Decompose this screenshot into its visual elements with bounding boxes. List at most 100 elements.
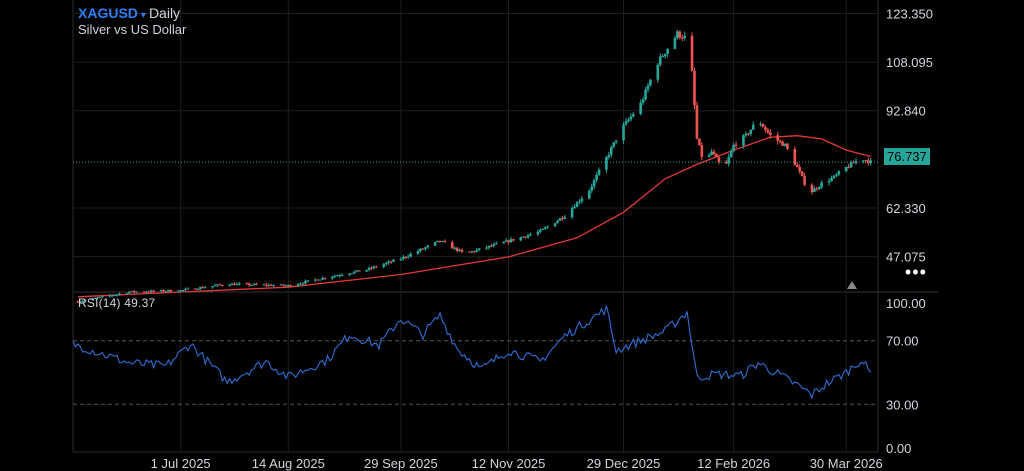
candle-body xyxy=(854,161,858,163)
candle-body xyxy=(238,283,241,285)
candle-body xyxy=(289,285,293,287)
candle-body xyxy=(159,290,163,292)
candle-body xyxy=(504,240,508,242)
candle-body xyxy=(130,291,134,293)
scroll-marker-icon xyxy=(847,281,857,289)
candle-body xyxy=(629,116,633,120)
candle-body xyxy=(392,259,395,262)
candle-body xyxy=(301,283,305,285)
time-tick-label: 14 Aug 2025 xyxy=(252,456,325,471)
candle-body xyxy=(365,269,368,272)
candle-body xyxy=(98,296,102,298)
symbol-name[interactable]: XAGUSD xyxy=(78,5,138,21)
candle-body xyxy=(778,140,782,142)
candle-body xyxy=(203,287,207,289)
candle-body xyxy=(247,283,251,286)
candle-body xyxy=(264,284,268,286)
candle-body xyxy=(402,256,405,259)
candle-body xyxy=(641,99,645,103)
candle-body xyxy=(835,174,838,176)
candle-body xyxy=(404,256,408,258)
candle-body xyxy=(578,201,581,203)
candle-body xyxy=(546,226,549,228)
candle-body xyxy=(110,295,114,297)
candle-body xyxy=(614,140,618,143)
candle-body xyxy=(766,130,770,133)
candle-body xyxy=(355,270,359,272)
candle-body xyxy=(450,242,454,249)
candle-body xyxy=(230,283,234,286)
candle-body xyxy=(847,166,850,168)
candle-body xyxy=(367,267,371,270)
price-tick-label: 123.350 xyxy=(886,6,933,21)
candle-body xyxy=(323,277,327,279)
more-options-icon[interactable]: ••• xyxy=(905,262,927,282)
candle-body xyxy=(353,271,356,274)
candle-body xyxy=(81,300,85,302)
candle-body xyxy=(744,133,748,136)
candle-body xyxy=(441,241,444,243)
candle-body xyxy=(487,245,491,248)
price-tick-label: 108.095 xyxy=(886,55,933,70)
candle-body xyxy=(304,280,307,284)
candle-body xyxy=(162,290,165,292)
candle-body xyxy=(419,248,422,252)
candle-body xyxy=(169,289,173,292)
candle-body xyxy=(416,251,420,254)
rsi-tick-label: 30.00 xyxy=(886,397,919,412)
candle-body xyxy=(539,229,542,232)
candle-body xyxy=(852,162,855,164)
candle-body xyxy=(781,141,784,146)
candle-body xyxy=(622,124,625,141)
candle-body xyxy=(211,286,214,288)
candle-body xyxy=(460,249,464,252)
candle-body xyxy=(609,147,613,155)
candle-body xyxy=(827,181,831,183)
candle-body xyxy=(296,284,300,287)
rsi-layer xyxy=(72,305,878,405)
candle-body xyxy=(387,261,390,263)
candle-body xyxy=(267,284,271,286)
candle-body xyxy=(279,284,283,286)
candle-body xyxy=(795,164,799,168)
candle-body xyxy=(776,135,779,141)
candle-body xyxy=(800,171,804,176)
candle-body xyxy=(477,248,481,250)
candle-body xyxy=(335,275,339,277)
candle-body xyxy=(695,105,699,139)
candle-body xyxy=(529,234,532,236)
candle-body xyxy=(167,289,170,292)
timeframe-label[interactable]: Daily xyxy=(148,5,181,21)
candle-body xyxy=(318,279,322,281)
candle-body xyxy=(832,175,836,178)
price-tick-label: 92.840 xyxy=(886,104,926,119)
candle-body xyxy=(313,279,317,281)
rsi-tick-label: 0.00 xyxy=(886,441,911,456)
candle-body xyxy=(118,293,121,295)
candle-body xyxy=(492,244,496,246)
candle-body xyxy=(658,56,662,65)
candle-body xyxy=(272,285,275,287)
candle-body xyxy=(426,245,430,248)
chart-header[interactable]: XAGUSD ▾ Daily xyxy=(78,5,180,24)
candle-body xyxy=(424,247,427,249)
candle-body xyxy=(438,240,442,242)
chevron-down-icon[interactable]: ▾ xyxy=(140,10,146,21)
candle-body xyxy=(656,64,660,80)
rsi-legend: RSI(14) 49.37 xyxy=(78,296,155,310)
candle-body xyxy=(747,133,750,135)
candle-body xyxy=(849,162,853,168)
candle-body xyxy=(93,297,97,299)
candle-body xyxy=(607,154,611,158)
last-price-tag: 76.737 xyxy=(884,148,930,165)
candle-body xyxy=(350,273,354,275)
candle-body xyxy=(759,123,762,125)
candle-body xyxy=(541,228,545,230)
candle-body xyxy=(864,160,868,162)
time-tick-label: 30 Mar 2026 xyxy=(810,456,883,471)
candle-body xyxy=(142,291,146,293)
candle-body xyxy=(196,289,200,291)
candle-body xyxy=(526,235,530,238)
time-tick-label: 12 Nov 2025 xyxy=(472,456,546,471)
